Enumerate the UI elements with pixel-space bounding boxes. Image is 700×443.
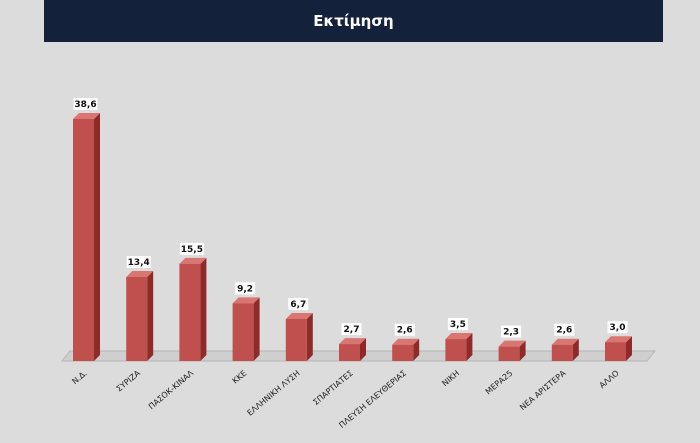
bar-series: 38,6 13,4 15,5 9,2 6,7 2,7 2,6 3,5 2,3 2,6 3,0 (73, 98, 632, 361)
bar-side (626, 336, 632, 361)
bar-side (147, 270, 154, 361)
data-label: 3,5 (450, 320, 466, 330)
data-label: 9,2 (237, 284, 253, 294)
bar-front (498, 346, 520, 361)
data-label-box (554, 323, 575, 336)
category-label: ΚΚΕ (231, 369, 249, 386)
bar-top (498, 340, 526, 347)
data-label: 2,6 (556, 326, 572, 336)
category-label: ΕΛΛΗΝΙΚΗ ΛΥΣΗ (246, 369, 302, 418)
data-label-box (288, 297, 309, 310)
bar-side (413, 338, 420, 361)
bar-side (306, 312, 313, 361)
bar-side (519, 340, 526, 361)
category-label: ΣΠΑΡΤΙΑΤΕΣ (311, 369, 354, 407)
bar-front (551, 344, 573, 361)
chart-title: Εκτίμηση (313, 12, 394, 30)
bar-front (73, 119, 94, 361)
data-label-box (607, 321, 628, 334)
bar-front (232, 303, 254, 361)
category-label: ΣΥΡΙΖΑ (115, 368, 143, 393)
data-label: 13,4 (128, 258, 150, 268)
data-label-box (501, 325, 522, 338)
data-label: 2,3 (503, 328, 519, 338)
bar: 38,6 (73, 98, 100, 361)
data-label-box (126, 255, 151, 268)
data-label-box (341, 323, 362, 336)
bar-front (339, 344, 360, 361)
bar-side (94, 113, 100, 361)
bar-top (551, 338, 579, 345)
bar-front (285, 318, 307, 361)
bar-top (232, 297, 260, 304)
category-label: ΠΑΣΟΚ-ΚΙΝΑΛ (147, 368, 196, 411)
data-label-box (235, 282, 256, 295)
bar: 6,7 (285, 297, 313, 361)
bar-front (605, 342, 626, 361)
data-label: 3,0 (610, 323, 626, 333)
bar-top (73, 113, 100, 119)
bar: 2,6 (551, 323, 579, 361)
bar: 9,2 (232, 282, 260, 361)
bar-front (179, 263, 201, 361)
bar-front (126, 276, 148, 361)
bar-top (605, 336, 632, 343)
bar-top (445, 333, 473, 340)
bar: 3,0 (605, 321, 632, 361)
bar: 2,3 (498, 325, 526, 361)
category-label: ΝΕΑ ΑΡΙΣΤΕΡΑ (518, 368, 568, 412)
bar-side (200, 257, 207, 361)
chart-title-bar: Εκτίμηση (44, 0, 663, 42)
category-label: ΝΙΚΗ (440, 369, 461, 388)
category-label: ΑΛΛΟ (598, 369, 621, 390)
data-label: 6,7 (290, 300, 306, 310)
bar-front (392, 344, 414, 361)
bar: 3,5 (445, 318, 473, 361)
bar-front (445, 339, 467, 361)
bar-top (285, 312, 313, 319)
data-label-box (179, 242, 204, 255)
bar: 15,5 (179, 242, 207, 361)
bar-top (179, 257, 207, 264)
data-label-box (73, 98, 98, 110)
bar-side (360, 338, 366, 361)
data-label: 2,7 (344, 325, 360, 335)
data-label: 38,6 (74, 100, 96, 110)
bar-top (392, 338, 420, 345)
bar-side (253, 297, 260, 361)
bar-top (126, 270, 154, 277)
bar-top (339, 338, 366, 345)
bar: 2,6 (392, 323, 420, 361)
data-label-box (447, 318, 468, 331)
category-label: Ν.Δ. (70, 369, 88, 387)
data-label: 15,5 (181, 245, 203, 255)
bar-side (466, 333, 473, 361)
data-label: 2,6 (397, 326, 413, 336)
bar: 2,7 (339, 323, 366, 361)
data-label-box (394, 323, 415, 336)
category-label: ΜΕΡΑ25 (484, 369, 515, 397)
bar-side (572, 338, 579, 361)
bar: 13,4 (126, 255, 154, 361)
